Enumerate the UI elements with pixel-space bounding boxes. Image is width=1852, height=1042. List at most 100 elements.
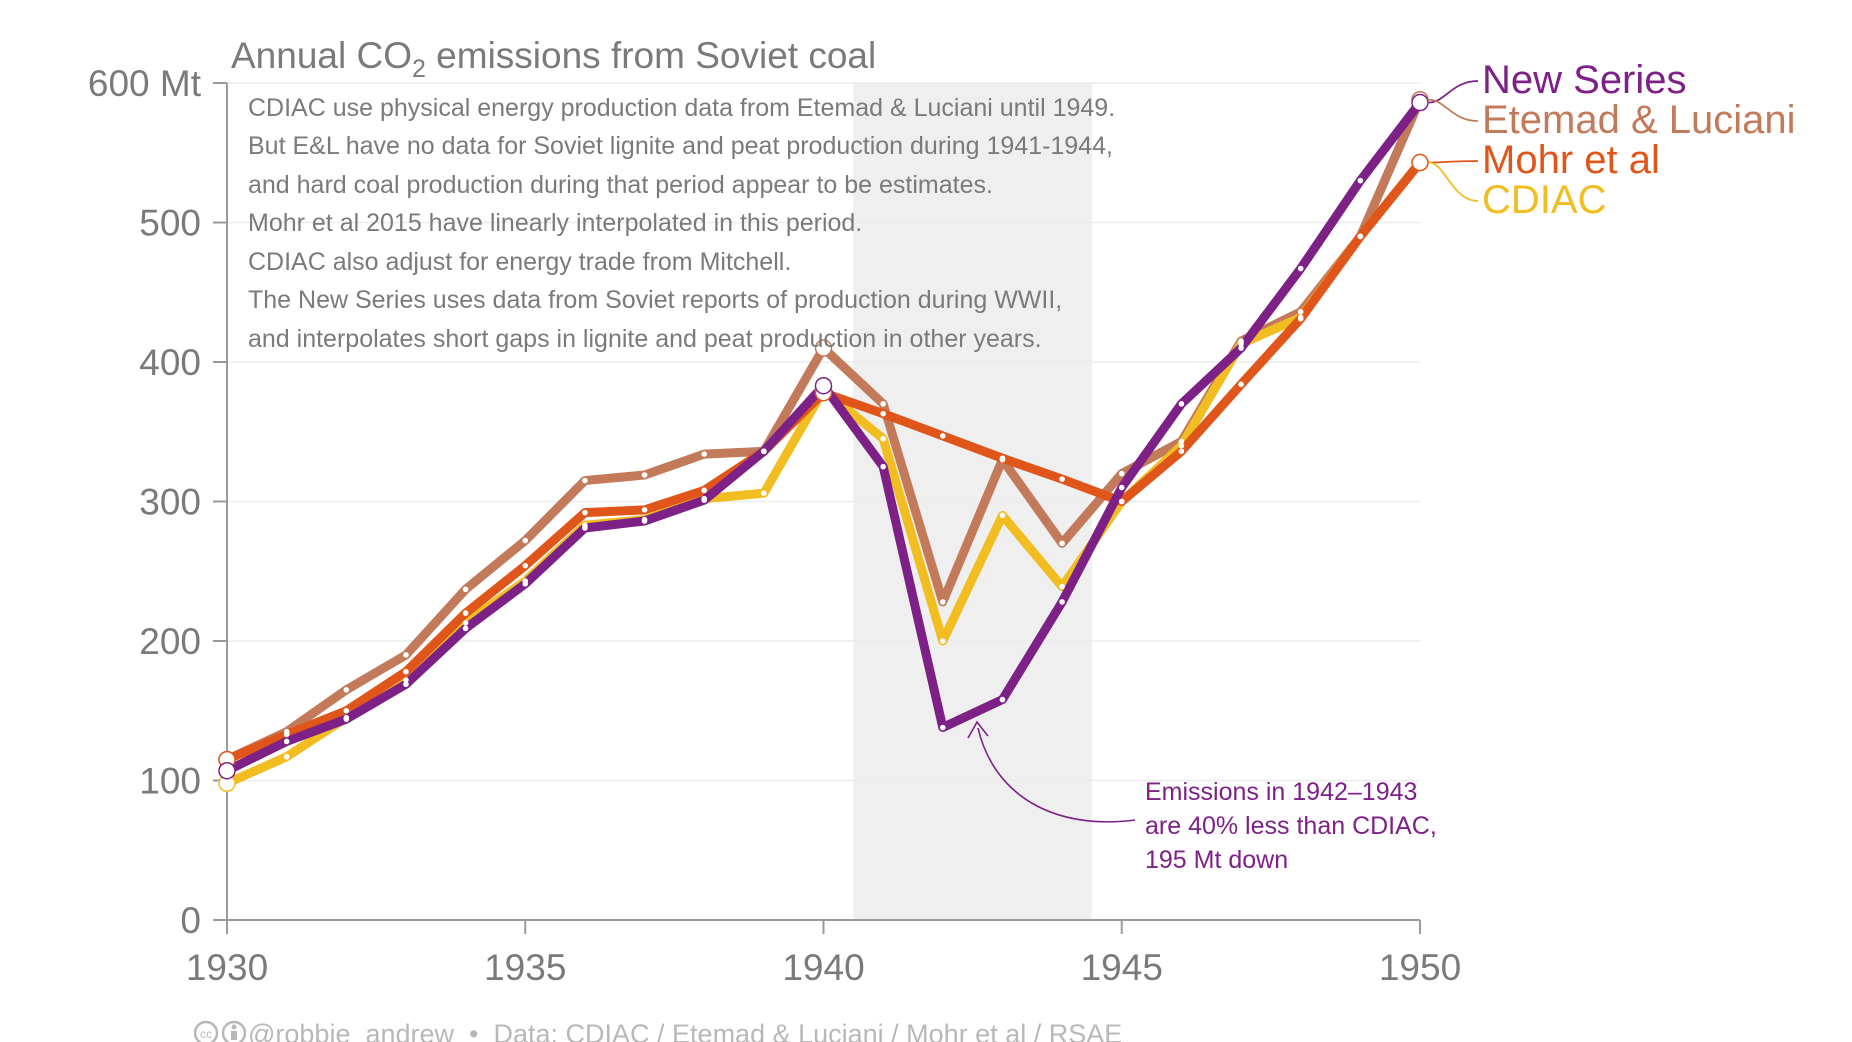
data-point xyxy=(283,731,290,738)
note-line: The New Series uses data from Soviet rep… xyxy=(248,286,1062,314)
y-tick-label: 300 xyxy=(139,482,201,523)
data-point xyxy=(1297,315,1304,322)
data-point xyxy=(1118,484,1125,491)
y-tick-label: 200 xyxy=(139,621,201,662)
y-tick-label: 600 Mt xyxy=(88,63,202,104)
data-point xyxy=(343,707,350,714)
note-line: CDIAC also adjust for energy trade from … xyxy=(248,248,791,276)
data-point xyxy=(522,581,529,587)
data-point xyxy=(641,472,648,478)
data-point xyxy=(283,753,290,760)
data-point xyxy=(462,586,469,593)
footer-credit: @robbie_andrew • Data: CDIAC / Etemad & … xyxy=(248,1019,1122,1042)
note-line: and interpolates short gaps in lignite a… xyxy=(248,325,1042,353)
data-point xyxy=(522,562,529,569)
x-tick-label: 1935 xyxy=(484,947,566,988)
series xyxy=(218,90,1429,793)
data-point xyxy=(403,681,409,688)
data-point xyxy=(1178,438,1185,445)
data-point xyxy=(1178,448,1185,455)
data-point xyxy=(940,433,946,439)
note-line: and hard coal production during that per… xyxy=(248,171,993,199)
data-point xyxy=(1178,401,1185,407)
legend-connector xyxy=(1428,98,1479,122)
data-point xyxy=(880,435,886,442)
data-point xyxy=(1238,381,1244,388)
note-line: But E&L have no data for Soviet lignite … xyxy=(248,132,1113,160)
data-point xyxy=(761,490,767,496)
data-point xyxy=(1059,540,1065,547)
data-point xyxy=(1059,599,1065,605)
creative-commons-icon: cc xyxy=(193,1020,219,1042)
data-point xyxy=(940,638,946,644)
data-point xyxy=(641,518,648,524)
explanatory-note: CDIAC use physical energy production dat… xyxy=(248,94,1115,353)
data-point xyxy=(940,724,946,731)
data-point xyxy=(1297,308,1304,315)
footer: cc @robbie_andrew • Data: CDIAC / Etemad… xyxy=(193,1019,1122,1042)
note-line: CDIAC use physical energy production dat… xyxy=(248,94,1115,122)
annotation: Emissions in 1942–1943 are 40% less than… xyxy=(967,720,1437,874)
legend-label: New Series xyxy=(1482,58,1687,102)
legend-label: CDIAC xyxy=(1482,178,1606,222)
data-point xyxy=(1238,341,1244,347)
data-point xyxy=(343,716,350,722)
data-point xyxy=(880,463,886,470)
legend-label: Mohr et al xyxy=(1482,138,1660,182)
legend-label: Etemad & Luciani xyxy=(1482,98,1796,142)
data-point xyxy=(1238,345,1244,351)
data-point xyxy=(582,477,588,484)
chart-title: Annual CO2 emissions from Soviet coal xyxy=(231,35,876,83)
data-point xyxy=(1059,583,1065,590)
y-tick-label: 100 xyxy=(139,761,201,802)
data-point-marker xyxy=(814,376,833,395)
annotation-arrowhead xyxy=(967,720,989,739)
data-point xyxy=(462,610,469,616)
annotation-arrow xyxy=(977,727,1136,823)
data-point xyxy=(1357,233,1364,240)
data-point xyxy=(343,687,350,693)
data-point-marker xyxy=(814,339,833,357)
data-point xyxy=(522,537,529,544)
data-point xyxy=(880,401,886,407)
data-point xyxy=(641,507,648,513)
data-point xyxy=(462,625,469,632)
data-point xyxy=(1118,470,1125,477)
x-tick-label: 1950 xyxy=(1379,947,1461,988)
note-line: Mohr et al 2015 have linearly interpolat… xyxy=(248,209,862,237)
y-tick-label: 0 xyxy=(180,900,201,941)
x-tick-label: 1945 xyxy=(1081,947,1163,988)
grid xyxy=(227,82,1420,782)
data-point xyxy=(403,652,409,658)
annotation-line: are 40% less than CDIAC, xyxy=(1145,812,1437,840)
data-point-marker xyxy=(1411,93,1429,112)
data-point xyxy=(403,677,409,683)
data-point xyxy=(462,620,469,626)
data-point xyxy=(999,455,1006,462)
data-point xyxy=(582,525,588,531)
data-point xyxy=(761,448,767,455)
data-point xyxy=(880,410,886,417)
data-point xyxy=(701,487,707,494)
attribution-icon xyxy=(221,1020,247,1042)
data-point xyxy=(701,451,707,457)
legend-connector xyxy=(1428,160,1479,164)
x-tick-label: 1930 xyxy=(186,947,268,988)
data-point-marker xyxy=(218,761,236,780)
axes: 0 100 200 300 400 500 600 Mt 1930 1935 1940 1945 19… xyxy=(88,63,1461,988)
annotation-line: Emissions in 1942–1943 xyxy=(1145,778,1417,806)
svg-text:cc: cc xyxy=(200,1027,212,1041)
data-point xyxy=(999,512,1006,519)
data-point xyxy=(1357,177,1364,184)
data-point xyxy=(701,497,707,503)
data-point xyxy=(582,509,588,516)
data-point xyxy=(940,599,946,605)
data-point xyxy=(283,738,290,745)
legend-connector xyxy=(1428,161,1479,202)
data-point xyxy=(999,696,1006,703)
data-point-marker xyxy=(1411,153,1429,172)
data-point xyxy=(1178,442,1185,449)
x-tick-label: 1940 xyxy=(782,947,864,988)
